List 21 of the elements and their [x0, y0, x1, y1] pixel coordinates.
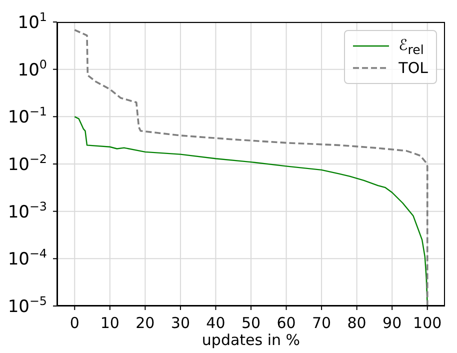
x-tick-label: 80 [347, 314, 366, 332]
y-tick-label: 10$^{−3}$ [8, 199, 47, 222]
x-tick-label: 10 [100, 314, 120, 332]
x-axis-title: updates in % [202, 331, 300, 349]
x-tick-label: 50 [241, 314, 261, 332]
y-tick-label: 10$^{−1}$ [8, 104, 47, 128]
x-tick-label: 100 [413, 314, 442, 332]
y-tick-label: 10$^{1}$ [18, 10, 47, 33]
y-tick-label: 10$^{−2}$ [8, 152, 47, 175]
x-tick-label: 90 [382, 314, 402, 332]
y-tick-label: 10$^{−5}$ [8, 294, 47, 317]
x-tick-label: 20 [136, 314, 155, 332]
legend-label: TOL [398, 59, 428, 77]
x-tick-label: 60 [276, 314, 296, 332]
legend-label: ℰ$_{rel}$ [398, 36, 424, 56]
y-tick-label: 10$^{−4}$ [8, 246, 47, 270]
x-tick-label: 70 [312, 314, 332, 332]
x-tick-label: 30 [170, 314, 190, 332]
y-tick-label: 10$^{0}$ [18, 57, 47, 80]
x-tick-label: 0 [70, 314, 80, 332]
x-tick-label: 40 [206, 314, 226, 332]
